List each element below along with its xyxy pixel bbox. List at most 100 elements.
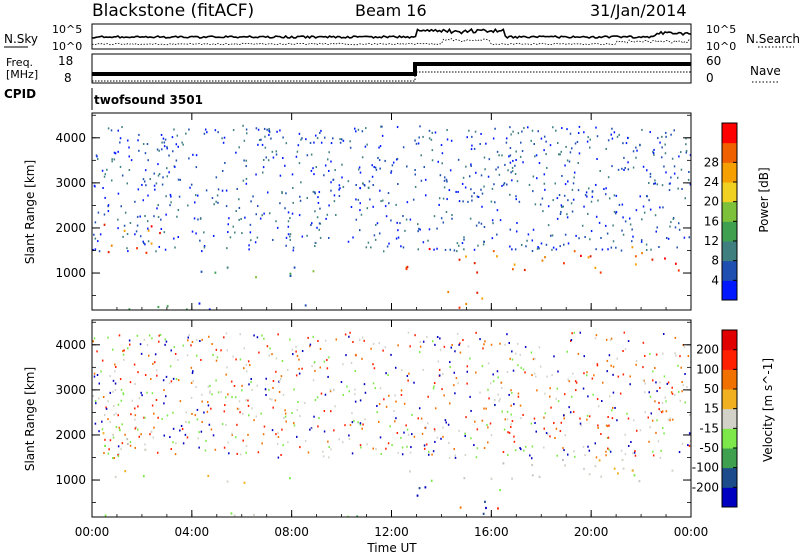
range-cell (291, 212, 294, 215)
range-cell (402, 246, 405, 249)
range-cell (181, 141, 183, 144)
range-cell (649, 426, 651, 429)
range-cell (440, 217, 443, 220)
range-cell (122, 353, 125, 356)
range-cell (689, 154, 691, 157)
range-cell (197, 218, 199, 221)
range-cell (307, 336, 309, 339)
range-cell (650, 412, 653, 415)
range-cell (245, 177, 248, 180)
range-cell (342, 363, 344, 366)
range-cell (536, 247, 539, 250)
range-cell (126, 232, 129, 235)
range-cell (639, 143, 641, 146)
range-cell (168, 382, 171, 385)
range-cell (120, 388, 123, 391)
range-cell (207, 404, 210, 407)
range-cell (483, 240, 485, 243)
range-cell (567, 199, 569, 202)
range-cell (349, 331, 351, 334)
range-cell (235, 358, 237, 361)
range-cell (284, 415, 287, 418)
range-cell (422, 241, 425, 244)
range-cell (248, 414, 250, 417)
range-cell (295, 345, 297, 348)
range-cell (579, 422, 582, 425)
range-cell (561, 205, 563, 208)
range-cell (260, 412, 262, 415)
range-cell (156, 207, 158, 210)
range-cell (414, 334, 416, 337)
range-cell (314, 210, 316, 213)
range-cell (358, 166, 361, 169)
range-cell (154, 188, 156, 191)
range-cell (457, 158, 460, 161)
range-cell (139, 235, 142, 238)
range-cell (541, 197, 544, 200)
range-cell (483, 185, 485, 188)
range-cell (153, 426, 155, 429)
range-cell (665, 400, 667, 403)
freq-frame (91, 53, 692, 84)
range-cell (475, 456, 478, 459)
range-cell (199, 340, 201, 343)
range-cell (436, 227, 438, 230)
range-cell (144, 215, 146, 218)
range-cell (606, 232, 609, 235)
range-cell (121, 423, 123, 426)
range-cell (494, 127, 496, 130)
station-title: Blackstone (fitACF) (92, 1, 254, 21)
range-cell (376, 404, 378, 407)
range-cell (139, 343, 142, 346)
range-cell (323, 430, 326, 433)
range-cell (547, 205, 550, 208)
range-cell (618, 203, 621, 206)
range-cell (323, 360, 326, 363)
range-cell (444, 419, 447, 422)
range-cell (221, 169, 224, 172)
range-cell (606, 359, 609, 362)
range-cell (277, 436, 280, 439)
range-cell (373, 166, 375, 169)
range-cell (190, 381, 193, 384)
range-cell (430, 138, 433, 141)
range-cell (556, 141, 559, 144)
range-cell (134, 407, 136, 410)
range-cell (113, 405, 115, 408)
range-cell (221, 137, 223, 140)
range-cell (312, 190, 315, 193)
range-cell (443, 345, 446, 348)
range-cell (467, 345, 470, 348)
range-cell (519, 155, 522, 158)
range-cell (190, 344, 192, 347)
range-cell (330, 160, 332, 163)
range-cell (201, 250, 203, 253)
range-cell (577, 189, 580, 192)
range-cell (465, 302, 468, 306)
range-cell (372, 363, 374, 366)
range-cell (301, 367, 303, 370)
range-cell (563, 243, 565, 246)
range-cell (245, 159, 247, 162)
range-cell (209, 384, 211, 387)
range-cell (201, 400, 203, 403)
range-cell (271, 429, 274, 432)
range-cell (508, 155, 510, 158)
range-cell (587, 256, 590, 259)
range-cell (441, 162, 443, 165)
range-cell (588, 473, 591, 476)
range-cell (613, 467, 616, 470)
range-cell (649, 208, 652, 211)
range-cell (289, 477, 291, 480)
range-cell (545, 140, 547, 143)
range-cell (403, 402, 406, 405)
range-cell (312, 270, 315, 273)
range-cell (467, 200, 469, 203)
range-cell (232, 225, 235, 228)
range-cell (575, 234, 577, 237)
range-cell (204, 449, 207, 452)
range-cell (539, 365, 542, 368)
range-cell (516, 342, 519, 345)
range-cell (186, 354, 189, 357)
range-cell (268, 127, 270, 130)
